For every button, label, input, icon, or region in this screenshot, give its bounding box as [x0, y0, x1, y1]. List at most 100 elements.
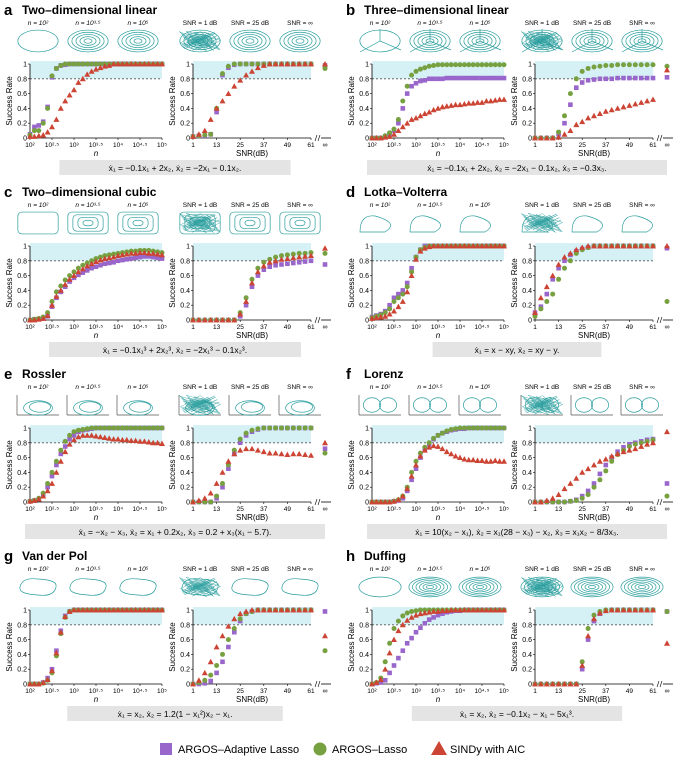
data-point — [435, 612, 441, 618]
x-tick-label: 10³ — [411, 142, 421, 149]
data-point — [45, 481, 51, 486]
data-point — [137, 425, 143, 431]
data-point — [302, 607, 309, 613]
inset-trajectory — [408, 576, 452, 598]
data-point — [35, 496, 42, 502]
data-point — [573, 121, 580, 128]
x-tick-label: 10⁴ — [455, 324, 465, 331]
inset-snr-label: SNR = 25 dB — [573, 384, 611, 391]
data-point — [457, 62, 463, 68]
data-point — [602, 607, 609, 614]
data-point — [596, 110, 603, 116]
data-point — [80, 262, 86, 268]
data-point-inf — [322, 632, 328, 639]
data-point — [562, 120, 567, 126]
data-point — [296, 450, 303, 457]
equation-text: ẋ₁ = x₂, ẋ₂ = 1.2(1 − x₁²)x₂ − x₁. — [118, 709, 233, 719]
x-tick-label: 10²·⁵ — [45, 506, 60, 513]
data-point — [137, 254, 143, 260]
inset-snr-label: SNR = 1 dB — [183, 20, 218, 27]
x-tick-label: 10⁴ — [455, 506, 465, 513]
data-point — [214, 663, 220, 668]
data-point — [638, 607, 645, 613]
data-point — [567, 498, 573, 504]
x-tick-label: 49 — [626, 688, 634, 695]
data-point — [457, 454, 463, 460]
legend-marker-lasso — [313, 742, 327, 756]
inset-orbit — [77, 217, 99, 229]
data-point — [284, 425, 290, 431]
data-point — [567, 258, 573, 264]
y-tick-label: 0.4 — [522, 288, 532, 295]
data-point — [377, 314, 384, 320]
data-point — [426, 617, 432, 622]
data-point — [431, 435, 437, 441]
inset-trajectory — [408, 395, 451, 416]
data-point — [550, 499, 556, 505]
data-point-inf — [322, 439, 328, 446]
data-point — [102, 261, 108, 267]
data-point — [387, 302, 392, 308]
data-point — [470, 456, 477, 463]
x-tick-label: 10²·⁵ — [45, 688, 60, 695]
inset-n-label: n = 10⁵ — [128, 20, 149, 27]
data-point — [555, 491, 562, 497]
inset-orbit — [69, 578, 107, 596]
data-point — [261, 425, 267, 431]
data-point — [556, 129, 562, 135]
data-point — [465, 100, 472, 106]
data-point — [501, 243, 507, 249]
x-tick-label: 10⁴ — [113, 324, 123, 331]
data-point — [395, 627, 402, 634]
chart-vs-snr: 0 0.2 0.4 0.6 0.8 1 Success Rate 1 13 25 37 49 61 SNR… — [510, 61, 673, 158]
y-tick-label: 1 — [23, 62, 27, 69]
inset-trajectory — [620, 576, 664, 598]
y-tick-label: 0 — [528, 318, 532, 325]
x-tick-label-inf: ∞ — [665, 506, 670, 513]
data-point — [596, 458, 603, 464]
data-point — [417, 248, 424, 254]
data-point — [249, 445, 255, 452]
data-point — [608, 607, 615, 613]
x-tick-label: 1 — [533, 142, 537, 149]
inset-orbit — [283, 31, 317, 51]
data-point — [159, 251, 165, 258]
inset-frame — [14, 210, 62, 236]
data-point — [296, 607, 303, 613]
x-tick-label: 49 — [284, 324, 292, 331]
x-tick-label: 25 — [237, 506, 245, 513]
data-point — [202, 499, 208, 505]
inset-orbit — [570, 576, 614, 598]
data-point — [249, 284, 255, 289]
x-tick-label: 10³ — [411, 688, 421, 695]
inset-frame — [226, 210, 274, 236]
inset-orbit — [73, 400, 103, 416]
y-tick-label: 1 — [186, 608, 190, 615]
panel-letter: h — [346, 548, 355, 565]
data-point — [75, 268, 82, 275]
data-point — [154, 607, 161, 613]
inset-orbit — [72, 214, 104, 232]
data-point — [386, 649, 393, 656]
x-tick-label: 13 — [555, 324, 563, 331]
data-point — [31, 497, 38, 503]
data-point — [214, 493, 220, 499]
data-point — [632, 441, 638, 447]
data-point — [591, 64, 597, 70]
inset-orbit — [625, 397, 643, 413]
data-point — [57, 287, 64, 293]
data-point — [53, 116, 60, 122]
inset-orbit — [75, 34, 101, 48]
data-point — [537, 681, 544, 687]
inset-orbit — [71, 31, 105, 51]
data-point-inf — [664, 640, 670, 646]
data-point — [308, 61, 314, 67]
data-point — [146, 254, 152, 259]
panel-g: g Van der Pol n = 10² SNR = 1 dB n = 10³·⁵ SN… — [4, 548, 331, 721]
x-tick-label: 10² — [25, 506, 35, 513]
y-tick-label: 0.6 — [17, 455, 27, 462]
data-point — [273, 262, 278, 268]
inset-snr-label: SNR = 25 dB — [231, 384, 269, 391]
inset-trajectory — [409, 215, 441, 233]
y-tick-label: 0.6 — [17, 91, 27, 98]
